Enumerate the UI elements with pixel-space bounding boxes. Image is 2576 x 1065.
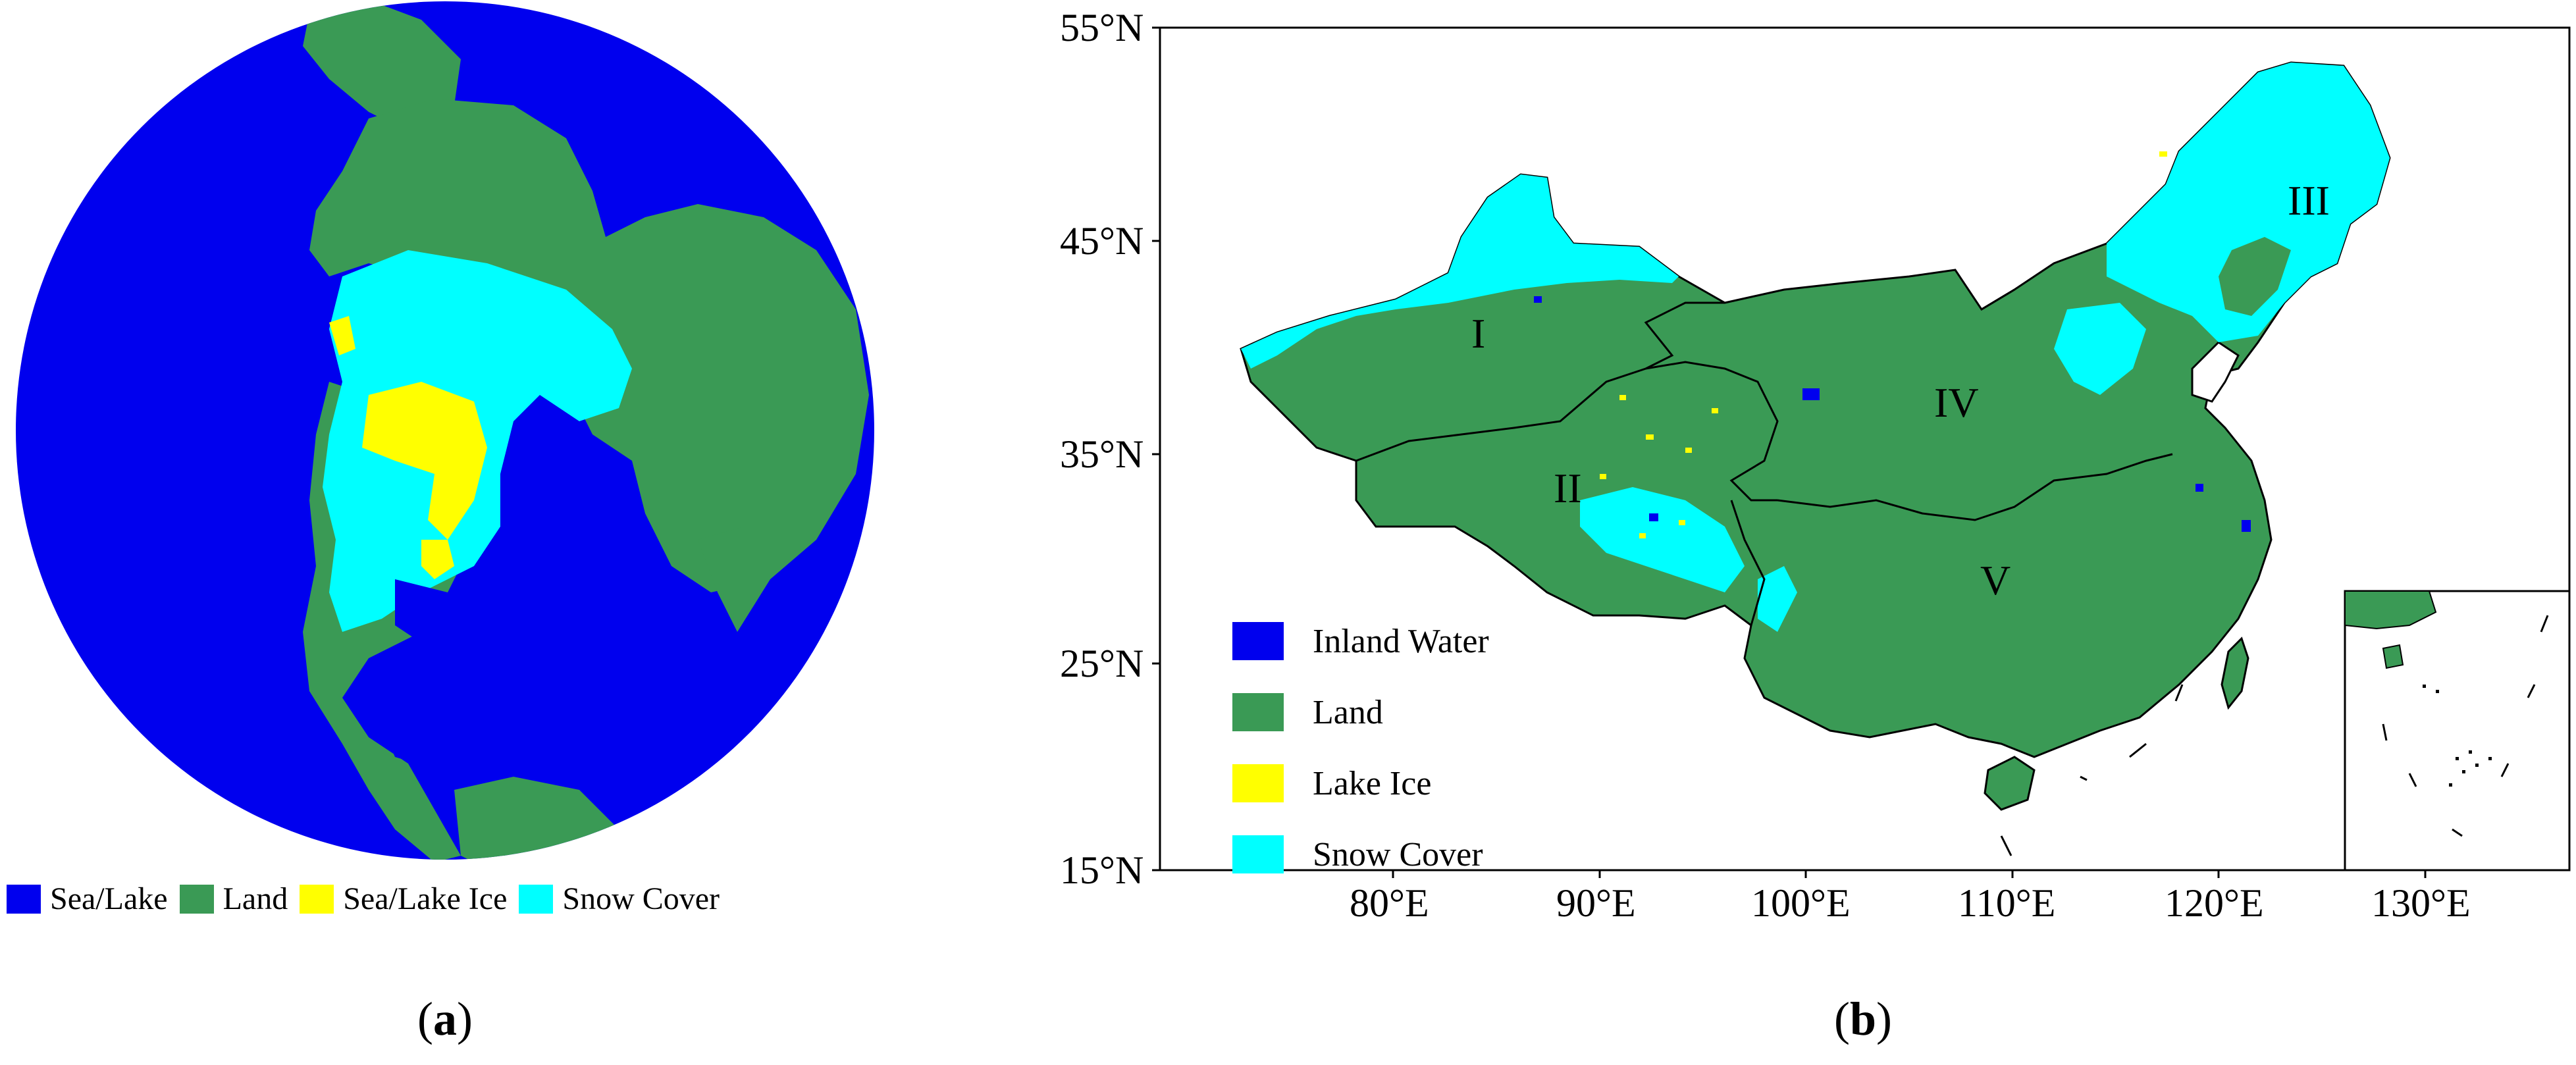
lat-tick-55: 55°N [1060,6,1144,49]
lon-tick-110: 110°E [1958,881,2056,925]
panel-a-hemisphere-map: Sea/Lake Land Sea/Lake Ice Snow Cover (a… [0,0,915,1065]
snow-region-IV [2054,303,2146,395]
caption-b: (b) [1833,993,1893,1045]
lake-ice-specks [1600,151,2167,538]
legend-panel-b: Inland Water Land Lake Ice Snow Cover [1232,606,1489,890]
sea-ice-west [329,316,355,355]
legend-item-snow-cover: Snow Cover [519,881,720,917]
south-sea-marks [2000,684,2184,856]
lat-tick-15: 15°N [1060,848,1144,892]
snow-region-III [2107,63,2390,342]
land-greenland [303,1,461,132]
lon-tick-100: 100°E [1751,881,1851,925]
sea-hudson [395,579,474,652]
legend-label-land: Land [223,881,288,916]
legend-swatch-snow-cover [1232,835,1284,873]
legend-swatch-sea-lake-ice [300,884,334,914]
region-label-V: V [1980,557,2011,604]
land-africa [698,527,770,632]
legend-item-inland-water: Inland Water [1232,606,1489,677]
legend-panel-a: Sea/Lake Land Sea/Lake Ice Snow Cover [7,881,731,917]
water-patch-east2 [2195,484,2203,492]
region-label-III: III [2288,177,2330,224]
hemisphere-map-svg [16,1,874,860]
region-label-I: I [1471,310,1486,357]
water-patch-tibet [1649,513,1658,521]
legend-swatch-sea-lake [7,884,41,914]
lat-tick-35: 35°N [1060,432,1144,476]
legend-label-inland-water: Inland Water [1313,622,1489,660]
china-map-svg [1152,26,2571,878]
legend-item-lake-ice: Lake Ice [1232,748,1489,819]
region-boundaries [1355,288,2173,626]
legend-swatch-snow-cover [519,884,554,914]
lat-tick-45: 45°N [1060,219,1144,263]
caption-a: (a) [417,993,473,1045]
legend-swatch-lake-ice [1232,764,1284,802]
inset-land [2344,590,2437,630]
inset-dash-lines [2382,615,2549,837]
lon-tick-120: 120°E [2165,881,2264,925]
inset-frame [2344,590,2571,871]
lon-tick-90: 90°E [1556,881,1636,925]
axis-ticks [1152,26,2427,878]
legend-item-sea-lake-ice: Sea/Lake Ice [300,881,507,917]
inset-island [2382,644,2404,669]
land-taiwan [2221,636,2249,710]
legend-item-snow-cover: Snow Cover [1232,819,1489,890]
land-region-III-patch [2219,237,2291,316]
legend-label-lake-ice: Lake Ice [1313,764,1432,802]
sea-ice-area [362,382,487,540]
lat-tick-25: 25°N [1060,642,1144,685]
water-patch-east [2242,520,2251,532]
water-patch-qinghai [1802,388,1820,400]
legend-label-land: Land [1313,693,1383,731]
legend-item-land: Land [179,881,288,917]
legend-swatch-inland-water [1232,622,1284,660]
snow-region-II [1580,487,1745,592]
legend-swatch-land [179,884,214,914]
snow-region-V [1758,566,1797,632]
lon-tick-130: 130°E [2371,881,2471,925]
inset-dots [2423,685,2492,787]
sea-ice-patch [421,540,454,579]
sea-gulf [369,698,500,777]
legend-swatch-land [1232,693,1284,731]
land-hainan [1984,756,2036,811]
legend-label-snow-cover: Snow Cover [1313,835,1483,873]
panel-b-china-map: 55°N 45°N 35°N 25°N 15°N 80°E 90°E 100°E… [987,0,2576,1065]
region-label-II: II [1554,465,1582,511]
legend-label-sea-lake: Sea/Lake [50,881,168,916]
snow-region-I [1241,174,1679,369]
legend-label-snow-cover: Snow Cover [562,881,720,916]
region-label-IV: IV [1934,379,1979,426]
legend-item-land: Land [1232,677,1489,748]
legend-label-sea-lake-ice: Sea/Lake Ice [343,881,508,916]
legend-item-sea-lake: Sea/Lake [7,881,168,917]
water-patch-xinjiang [1534,296,1542,303]
lon-tick-80: 80°E [1350,881,1429,925]
